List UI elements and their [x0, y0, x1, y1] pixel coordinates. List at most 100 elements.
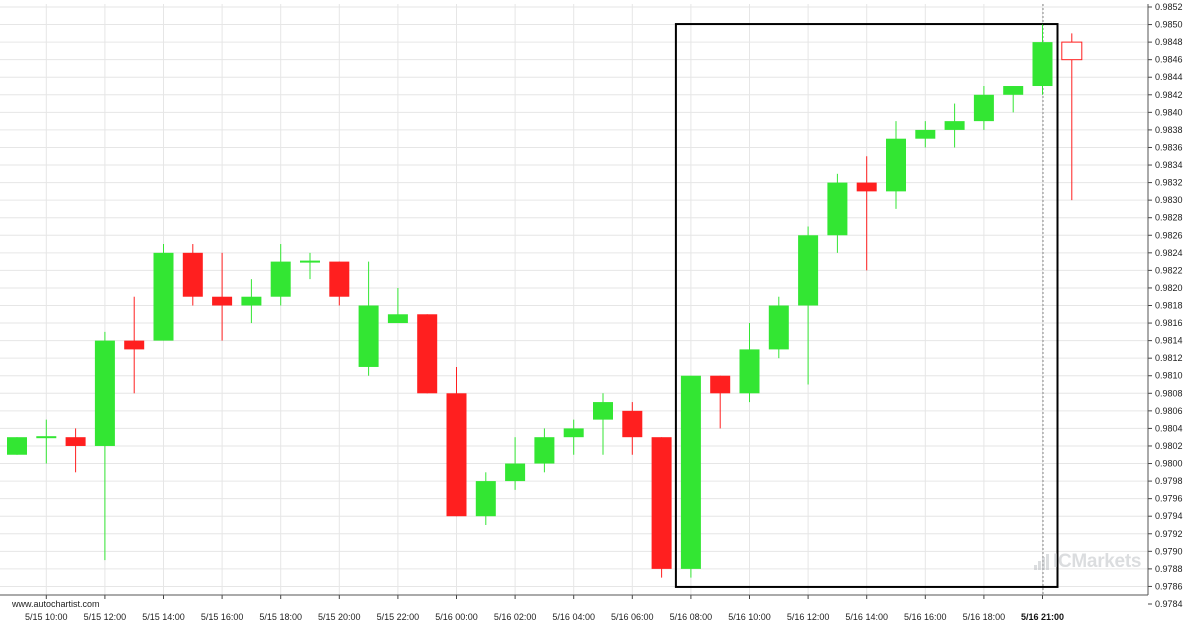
x-axis: 5/15 10:00 5/15 12:00 5/15 14:00 5/15 16:00… — [0, 594, 1148, 622]
candle — [651, 437, 672, 578]
candle-body — [710, 375, 731, 394]
candle-body — [300, 260, 320, 263]
candle — [124, 296, 145, 394]
candle-body — [475, 481, 496, 517]
y-tick-label: 0.9834 — [1155, 160, 1183, 170]
candle-body — [270, 261, 291, 297]
candle-body — [7, 437, 27, 455]
candle-body — [973, 94, 994, 122]
candle — [182, 244, 203, 306]
x-tick-label: 5/16 04:00 — [552, 612, 595, 622]
x-tick-label: 5/16 02:00 — [494, 612, 537, 622]
x-tick-label: 5/15 10:00 — [25, 612, 68, 622]
candle — [475, 472, 496, 525]
x-tick-label: 5/16 14:00 — [845, 612, 888, 622]
pattern-box — [674, 23, 1059, 588]
y-tick-label: 0.9804 — [1155, 423, 1183, 433]
x-tick-label: 5/16 06:00 — [611, 612, 654, 622]
y-tick-label: 0.9802 — [1155, 441, 1183, 451]
candle-body — [680, 375, 701, 569]
candle — [1003, 86, 1024, 113]
candle — [680, 375, 701, 578]
candle-body — [827, 182, 848, 236]
candle-body — [153, 252, 174, 341]
candle-body — [446, 393, 467, 517]
y-tick-label: 0.9792 — [1155, 529, 1183, 539]
x-tick-label: 5/15 22:00 — [377, 612, 420, 622]
candle — [856, 156, 877, 271]
candle-body — [1061, 41, 1083, 61]
brand-text: ICMarkets — [1053, 551, 1142, 572]
candle — [593, 393, 613, 455]
y-tick-label: 0.9814 — [1155, 336, 1183, 346]
candle — [1032, 24, 1053, 95]
y-tick-label: 0.9822 — [1155, 265, 1183, 275]
candle — [358, 261, 379, 376]
candle — [446, 366, 467, 517]
y-tick-label: 0.9784 — [1155, 599, 1183, 609]
y-tick-label: 0.9788 — [1155, 564, 1183, 574]
candle — [710, 375, 731, 429]
y-tick-label: 0.9800 — [1155, 459, 1183, 469]
candle — [300, 252, 320, 280]
candle-body — [417, 314, 438, 394]
candle — [973, 86, 994, 130]
y-tick-label: 0.9818 — [1155, 301, 1183, 311]
candle-body — [622, 410, 643, 438]
candle-body — [798, 235, 819, 306]
candle — [915, 121, 936, 148]
candle-body — [1003, 86, 1024, 95]
y-tick-label: 0.9846 — [1155, 55, 1183, 65]
y-tick-label: 0.9828 — [1155, 213, 1183, 223]
x-tick-label: 5/16 08:00 — [670, 612, 713, 622]
x-tick-label: 5/15 18:00 — [259, 612, 302, 622]
candle-body — [886, 138, 906, 192]
y-tick-label: 0.9786 — [1155, 581, 1183, 591]
candle-body — [563, 428, 584, 438]
y-tick-label: 0.9796 — [1155, 494, 1183, 504]
candle — [827, 173, 848, 253]
candle — [739, 323, 760, 403]
candle — [944, 103, 965, 148]
x-tick-label: 5/16 12:00 — [787, 612, 830, 622]
candle — [329, 261, 350, 306]
y-tick-label: 0.9826 — [1155, 230, 1183, 240]
x-tick-label: 5/15 16:00 — [201, 612, 244, 622]
y-tick-label: 0.9812 — [1155, 353, 1183, 363]
candle-body — [856, 182, 877, 192]
x-tick-label: 5/16 21:00 — [1021, 612, 1064, 622]
y-tick-label: 0.9820 — [1155, 283, 1183, 293]
x-tick-label: 5/16 16:00 — [904, 612, 947, 622]
candle-body — [739, 349, 760, 394]
y-tick-label: 0.9832 — [1155, 178, 1183, 188]
candle — [768, 296, 789, 359]
candles-layer — [7, 24, 1083, 578]
x-tick-label: 5/15 14:00 — [142, 612, 185, 622]
brand-logo: ICMarkets — [1034, 551, 1141, 573]
y-tick-label: 0.9836 — [1155, 142, 1183, 152]
y-tick-label: 0.9844 — [1155, 72, 1183, 82]
candle — [94, 331, 115, 561]
candle — [36, 419, 57, 464]
y-tick-label: 0.9838 — [1155, 125, 1183, 135]
candle-body — [94, 340, 115, 446]
y-tick-label: 0.9816 — [1155, 318, 1183, 328]
grid-lines — [0, 4, 1148, 595]
y-tick-label: 0.9806 — [1155, 406, 1183, 416]
y-tick-label: 0.9824 — [1155, 248, 1183, 258]
y-tick-label: 0.9808 — [1155, 388, 1183, 398]
y-tick-label: 0.9848 — [1155, 37, 1183, 47]
candle-body — [593, 402, 613, 420]
candle — [798, 226, 819, 385]
y-tick-label: 0.9790 — [1155, 546, 1183, 556]
candle-body — [358, 305, 379, 367]
candle-body — [505, 463, 526, 482]
candle-body — [182, 252, 203, 297]
candle-body — [387, 314, 408, 324]
candle — [65, 428, 86, 473]
candle — [270, 244, 291, 306]
x-tick-label: 5/15 20:00 — [318, 612, 361, 622]
candle — [241, 279, 262, 324]
y-tick-label: 0.9794 — [1155, 511, 1183, 521]
